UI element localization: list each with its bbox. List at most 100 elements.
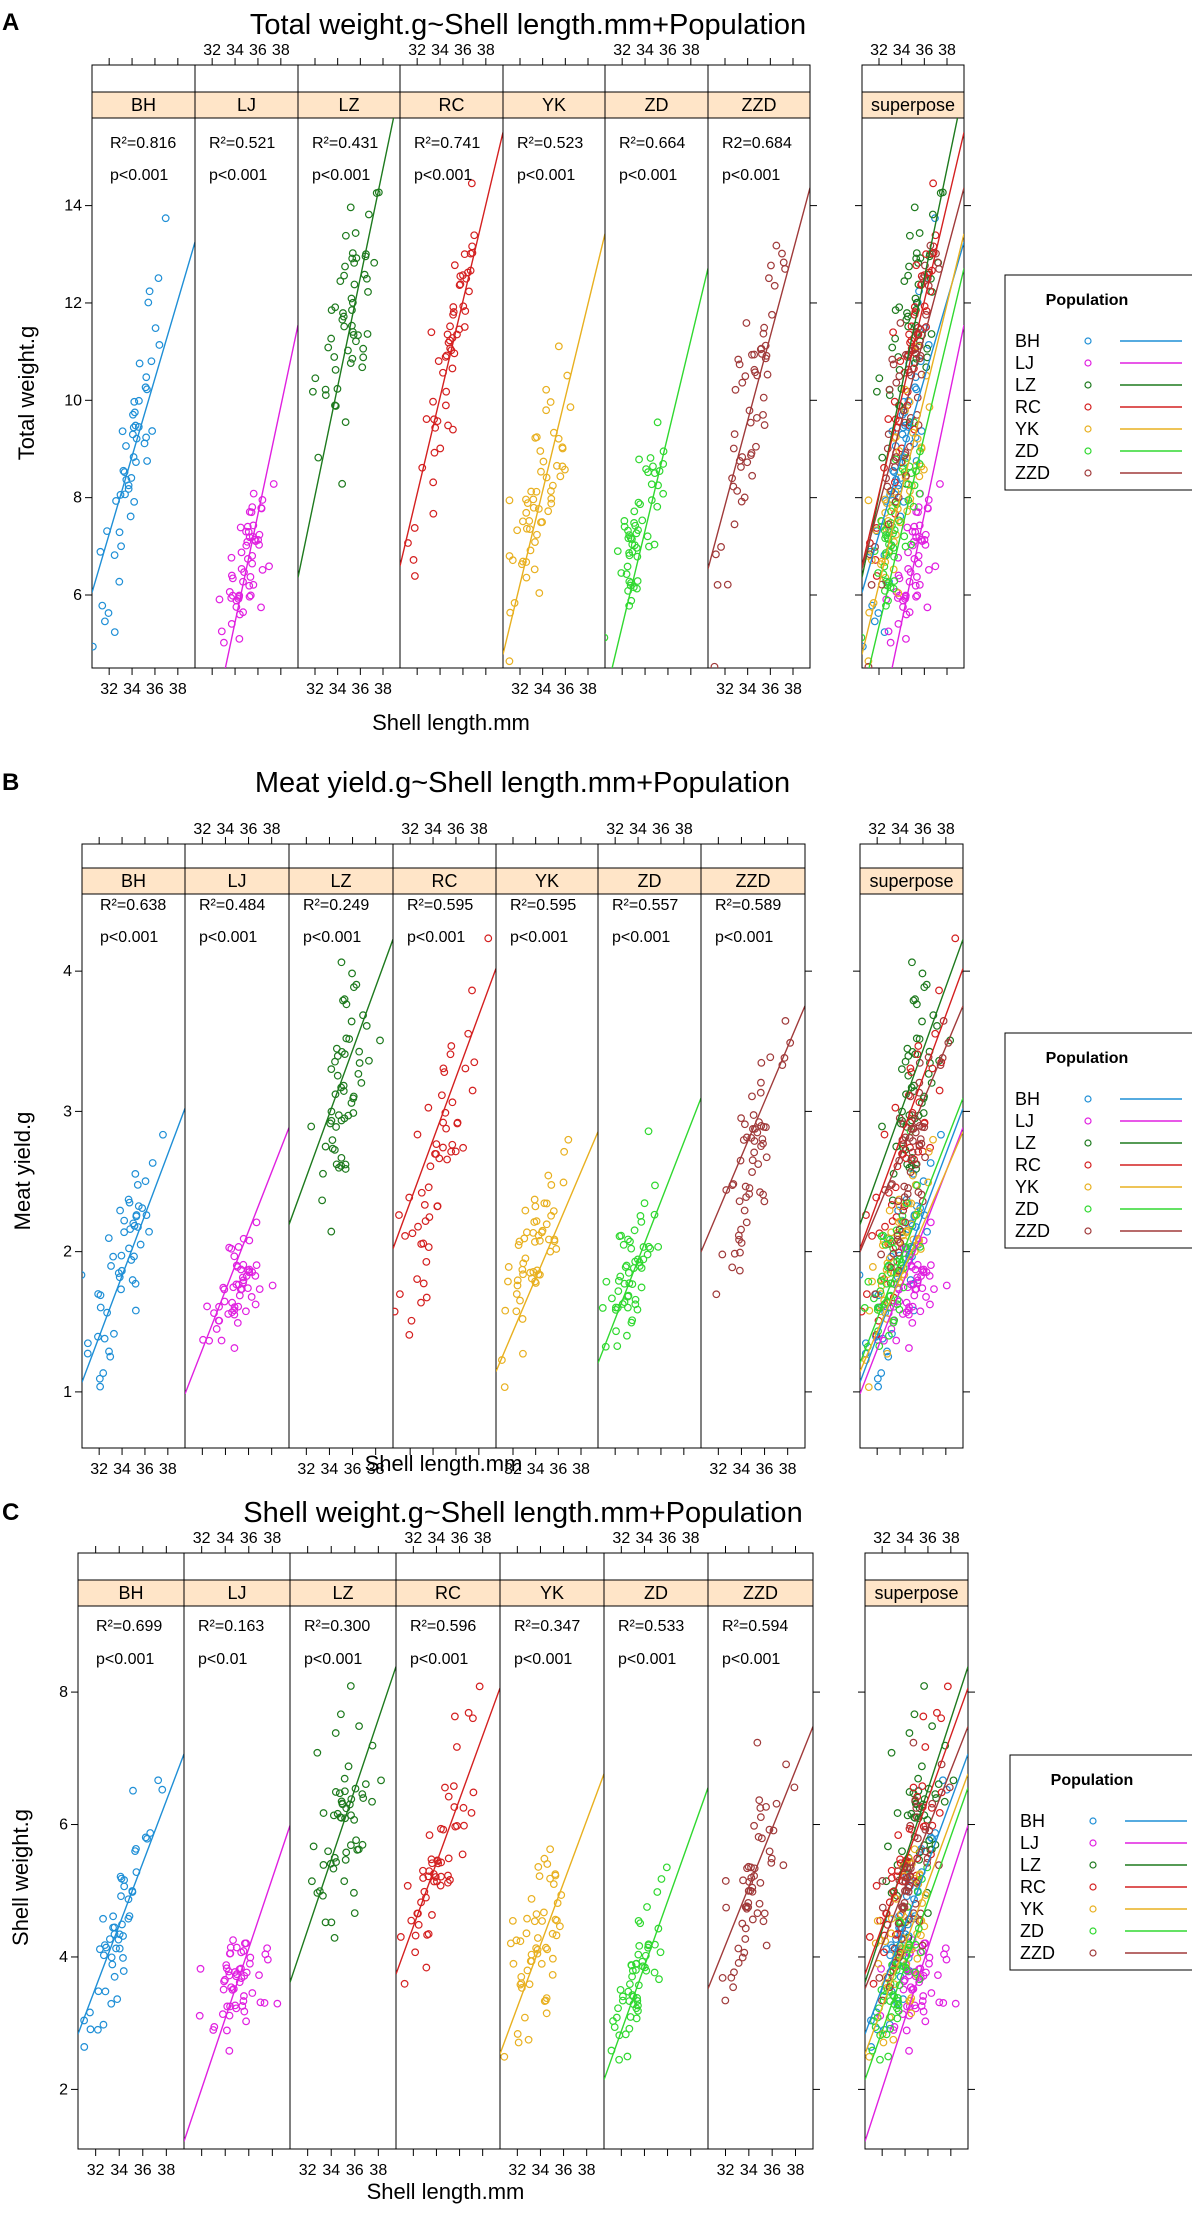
data-point bbox=[529, 1228, 538, 1237]
data-point bbox=[767, 1858, 776, 1867]
data-point bbox=[884, 2052, 893, 2061]
data-point bbox=[618, 1996, 627, 2005]
data-point bbox=[455, 281, 464, 290]
data-point bbox=[875, 1973, 884, 1982]
data-point bbox=[331, 1788, 340, 1796]
data-point bbox=[937, 1714, 946, 1723]
data-point bbox=[530, 1917, 539, 1926]
data-point bbox=[254, 535, 263, 544]
data-point bbox=[450, 1803, 459, 1811]
data-point bbox=[222, 2026, 231, 2035]
data-point bbox=[249, 580, 258, 589]
data-point bbox=[755, 1899, 764, 1908]
data-point bbox=[422, 1963, 431, 1972]
legend-label: ZD bbox=[1015, 1199, 1039, 1219]
data-point bbox=[890, 397, 899, 406]
data-point bbox=[526, 546, 535, 555]
data-point bbox=[910, 203, 919, 212]
data-point bbox=[161, 214, 170, 223]
data-point bbox=[230, 1310, 239, 1319]
data-point bbox=[909, 502, 918, 511]
data-point bbox=[920, 535, 929, 544]
data-point bbox=[905, 418, 914, 427]
x-tick-label: 36 bbox=[659, 1530, 677, 1547]
data-point bbox=[143, 1834, 151, 1843]
data-point bbox=[364, 288, 372, 296]
data-point bbox=[915, 460, 924, 468]
x-tick-label: 36 bbox=[919, 1530, 937, 1547]
r2-label: R²=0.816 bbox=[110, 135, 176, 152]
data-point bbox=[880, 1130, 889, 1139]
data-point bbox=[738, 378, 747, 387]
strip-label: ZD bbox=[638, 871, 662, 891]
superpose-content bbox=[860, 118, 964, 715]
data-point bbox=[653, 1888, 662, 1896]
data-point bbox=[333, 1071, 342, 1080]
data-point bbox=[889, 2035, 898, 2044]
data-point bbox=[543, 1945, 552, 1954]
strip bbox=[77, 1579, 185, 1607]
regression-line bbox=[503, 233, 605, 655]
data-point bbox=[759, 1917, 768, 1926]
data-point bbox=[865, 1933, 874, 1941]
strip-label: BH bbox=[131, 95, 156, 115]
data-point bbox=[129, 410, 137, 419]
data-point bbox=[897, 1910, 906, 1919]
data-point bbox=[912, 1878, 921, 1887]
data-point bbox=[883, 1270, 892, 1279]
data-point bbox=[309, 1842, 318, 1851]
data-point bbox=[195, 2011, 204, 2020]
legend-marker bbox=[1089, 1839, 1097, 1847]
data-point bbox=[354, 1069, 363, 1078]
data-point bbox=[898, 1136, 907, 1144]
data-point bbox=[256, 1998, 265, 2007]
data-point bbox=[905, 1729, 914, 1737]
data-point bbox=[922, 1293, 930, 1301]
r2-label: R²=0.595 bbox=[510, 897, 576, 914]
data-point bbox=[860, 708, 867, 715]
data-point bbox=[328, 1136, 337, 1145]
data-point bbox=[339, 996, 347, 1005]
data-point bbox=[215, 1302, 223, 1311]
data-point bbox=[926, 1845, 935, 1854]
r2-label: R²=0.664 bbox=[619, 135, 685, 152]
p-label: p<0.001 bbox=[312, 167, 370, 184]
data-point bbox=[225, 1971, 234, 1980]
data-point bbox=[337, 958, 346, 967]
data-point bbox=[887, 1279, 896, 1288]
data-point bbox=[901, 385, 910, 394]
x-tick-label: 38 bbox=[675, 821, 693, 838]
facet-content bbox=[185, 1127, 289, 1395]
regression-line bbox=[290, 1666, 396, 1983]
data-point bbox=[710, 662, 719, 668]
data-point bbox=[778, 1061, 787, 1069]
data-point bbox=[886, 1268, 895, 1277]
data-point bbox=[753, 1909, 762, 1918]
facet-content bbox=[605, 268, 708, 668]
data-point bbox=[616, 1985, 625, 1994]
data-point bbox=[327, 1227, 336, 1236]
facet-zd: ZD 32 34 36 38 R²=0.533 p<0.001 bbox=[603, 1530, 709, 2156]
legend-marker bbox=[1089, 1817, 1097, 1825]
x-tick-label: 32 bbox=[193, 821, 211, 838]
data-point bbox=[223, 2002, 232, 2011]
data-point bbox=[898, 430, 907, 439]
data-point bbox=[437, 1858, 446, 1867]
data-point bbox=[936, 1061, 945, 1069]
data-point bbox=[912, 1804, 921, 1812]
data-point bbox=[904, 1184, 912, 1192]
data-point bbox=[879, 1231, 887, 1240]
data-point bbox=[352, 980, 361, 989]
p-label: p<0.001 bbox=[96, 1651, 154, 1668]
x-tick-label: 34 bbox=[123, 681, 141, 698]
data-point bbox=[779, 1861, 788, 1870]
legend-marker bbox=[1084, 1139, 1092, 1147]
facet-lz: LZ 32 34 36 38 R²=0.249 p<0.001 bbox=[288, 837, 394, 1478]
data-point bbox=[781, 1016, 790, 1025]
data-point bbox=[911, 1285, 920, 1294]
data-point bbox=[894, 589, 903, 597]
data-point bbox=[928, 1064, 937, 1073]
data-point bbox=[441, 353, 450, 361]
x-tick-label: 38 bbox=[787, 2162, 805, 2179]
